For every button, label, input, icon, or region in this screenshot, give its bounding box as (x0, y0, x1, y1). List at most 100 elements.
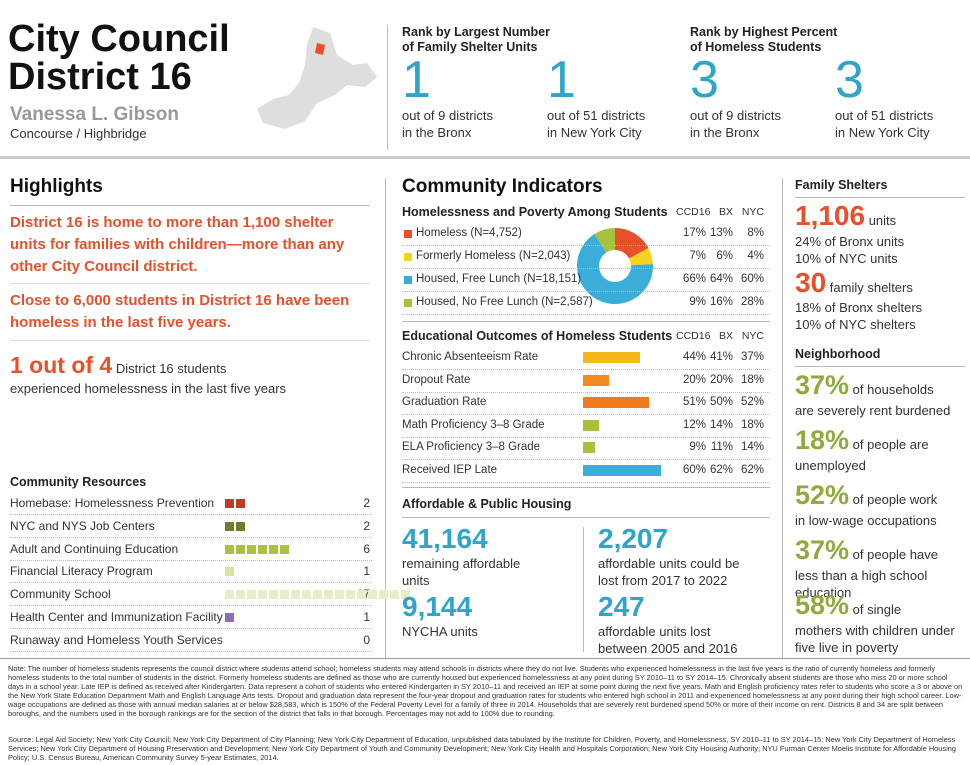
rank-label: out of 9 districts (402, 108, 494, 123)
resource-square (357, 590, 366, 600)
lines: 24% of Bronx units 10% of NYC units (795, 233, 904, 267)
rank-heading: of Family Shelter Units (402, 40, 538, 54)
housing-label: lost from 2017 to 2022 (598, 573, 728, 588)
section-title: Highlights (10, 176, 103, 197)
divider (402, 482, 770, 483)
neighborhood-stat: 58% of single (795, 590, 901, 621)
divider (10, 650, 372, 652)
resource-square (291, 590, 300, 600)
section-title: Community Indicators (402, 176, 603, 197)
cell: 18% (740, 373, 764, 386)
resource-name: Homebase: Homelessness Prevention (10, 496, 215, 510)
resource-square (225, 590, 234, 600)
resource-count: 2 (363, 496, 370, 510)
title: City Council District 16 (8, 20, 230, 96)
resource-square (269, 544, 278, 554)
resource-count: 6 (363, 541, 370, 556)
rank-value: 1 (402, 51, 431, 109)
column-header: CCD16 (676, 206, 711, 218)
title-line: City Council (8, 18, 230, 60)
bar (583, 397, 650, 409)
resource-square (225, 499, 234, 508)
label: family shelters (829, 280, 913, 295)
cell: 17% (682, 227, 706, 239)
cell: 7% (689, 250, 706, 262)
rank-heading: of Homeless Students (690, 40, 822, 54)
map (257, 27, 377, 129)
stat-value: 1 out of 4 (10, 352, 113, 378)
row-name: Dropout Rate (402, 373, 471, 386)
line: 24% of Bronx units (795, 234, 905, 249)
resource-bar (225, 567, 345, 577)
resource-bar (225, 521, 345, 531)
divider (402, 314, 770, 315)
neighborhood-text: are severely rent burdened (795, 403, 951, 418)
neighborhood-text: in low-wage occupations (795, 513, 937, 528)
resource-square (346, 590, 355, 600)
resource-name: NYC and NYS Job Centers (10, 518, 155, 533)
text: of single (852, 602, 902, 617)
row-name: Chronic Absenteeism Rate (402, 351, 539, 363)
row-name: Housed, Free Lunch (N=18,151) (416, 273, 582, 285)
legend-swatch (404, 276, 412, 284)
line: 18% of Bronx shelters (795, 300, 923, 315)
neighborhood-stat: 37% of households (795, 370, 934, 401)
housing-label: affordable units lost (598, 624, 711, 639)
divider (402, 291, 770, 292)
bar (583, 465, 661, 476)
resource-square (258, 590, 267, 600)
text: of people work (852, 492, 938, 507)
housing-value: 2,207 (598, 523, 669, 554)
row-name: Homeless (N=4,752) (416, 227, 522, 239)
divider (402, 391, 770, 393)
housing-label: between 2005 and 2016 (598, 641, 738, 656)
rank-label: out of 51 districts (835, 108, 934, 123)
row-name: ELA Proficiency 3–8 Grade (402, 441, 541, 454)
section-title: Neighborhood (795, 347, 881, 361)
resource-bar (225, 613, 345, 622)
neighborhood-text: less than a high school education (795, 568, 928, 600)
donut-slice (615, 228, 649, 259)
divider (402, 245, 770, 246)
row-name: Math Proficiency 3–8 Grade (402, 418, 545, 431)
cell: 50% (709, 396, 733, 409)
resource-square (247, 590, 256, 600)
neighborhood-stat: 52% of people work (795, 480, 937, 511)
housing-label: affordable units could be (598, 556, 740, 571)
neighborhood-text: mothers with children under five live in… (795, 623, 955, 655)
lines: 18% of Bronx shelters 10% of NYC shelters (795, 299, 922, 333)
rank-value: 3 (835, 51, 864, 109)
housing-label: units (402, 573, 430, 588)
resource-square (269, 590, 278, 600)
label: units (868, 213, 897, 228)
cell: 60% (682, 464, 706, 476)
value: 30 (795, 267, 827, 298)
cell: 51% (682, 396, 706, 409)
cell: 66% (682, 273, 706, 285)
housing-value: 9,144 (402, 591, 473, 622)
donut-slice (594, 228, 615, 253)
resource-square (302, 590, 311, 600)
cell: 20% (682, 373, 706, 386)
cell: 16% (709, 296, 733, 308)
value: 1,106 (795, 200, 866, 231)
divider (10, 582, 372, 584)
cell: 18% (740, 418, 764, 431)
resource-square (335, 590, 344, 600)
column-header: CCD16 (676, 330, 711, 342)
section-title: Homelessness and Poverty Among Students (402, 205, 668, 219)
row-name: Received IEP Late (402, 464, 498, 476)
resource-square (258, 544, 267, 554)
resource-bar (225, 544, 345, 554)
resource-square (236, 544, 245, 554)
value: 58% (795, 590, 850, 620)
column-header: NYC (741, 206, 764, 218)
column-header: BX (718, 330, 733, 342)
resource-square (236, 590, 245, 600)
bar (583, 352, 641, 363)
divider (402, 436, 770, 438)
resource-bar (225, 636, 345, 645)
statement: District 16 is home to more than 1,100 s… (10, 214, 345, 275)
housing-value: 41,164 (402, 523, 488, 554)
